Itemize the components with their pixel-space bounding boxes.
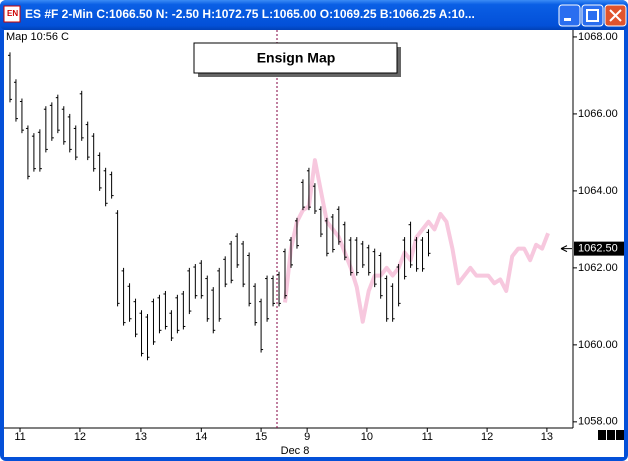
last-price-pointer — [560, 245, 572, 253]
y-tick-label: 1060.00 — [578, 339, 618, 351]
corner-label: Map 10:56 C — [6, 31, 69, 43]
y-tick-label: 1062.00 — [578, 262, 618, 274]
status-square — [598, 430, 606, 440]
y-tick-label: 1058.00 — [578, 416, 618, 428]
x-tick-label: 15 — [255, 431, 267, 443]
app-icon — [3, 5, 21, 23]
y-tick-label: 1066.00 — [578, 108, 618, 120]
x-tick-label: 9 — [304, 431, 310, 443]
x-tick-label: 13 — [135, 431, 147, 443]
x-tick-label: 12 — [481, 431, 493, 443]
title-bar — [0, 0, 628, 30]
minimize-button[interactable] — [558, 4, 581, 27]
close-button[interactable] — [604, 4, 627, 27]
date-label: Dec 8 — [281, 445, 310, 457]
title-box — [193, 42, 398, 74]
x-tick-label: 10 — [361, 431, 373, 443]
maximize-button[interactable] — [581, 4, 604, 27]
x-tick-label: 11 — [422, 431, 433, 443]
x-tick-label: 13 — [541, 431, 553, 443]
window-title: ES #F 2-Min C:1066.50 N: -2.50 H:1072.75… — [25, 7, 475, 21]
last-price-label: 1062.50 — [578, 243, 618, 255]
x-tick-label: 11 — [14, 431, 25, 443]
y-tick-label: 1068.00 — [578, 31, 618, 43]
status-square — [607, 430, 615, 440]
status-square — [616, 430, 624, 440]
x-tick-label: 14 — [195, 431, 207, 443]
app-icon-glyph: EN — [7, 9, 18, 18]
chart-background — [4, 30, 624, 457]
y-tick-label: 1064.00 — [578, 185, 618, 197]
x-tick-label: 12 — [74, 431, 86, 443]
last-price-box — [574, 241, 624, 256]
chart-title: Ensign Map — [257, 50, 336, 66]
